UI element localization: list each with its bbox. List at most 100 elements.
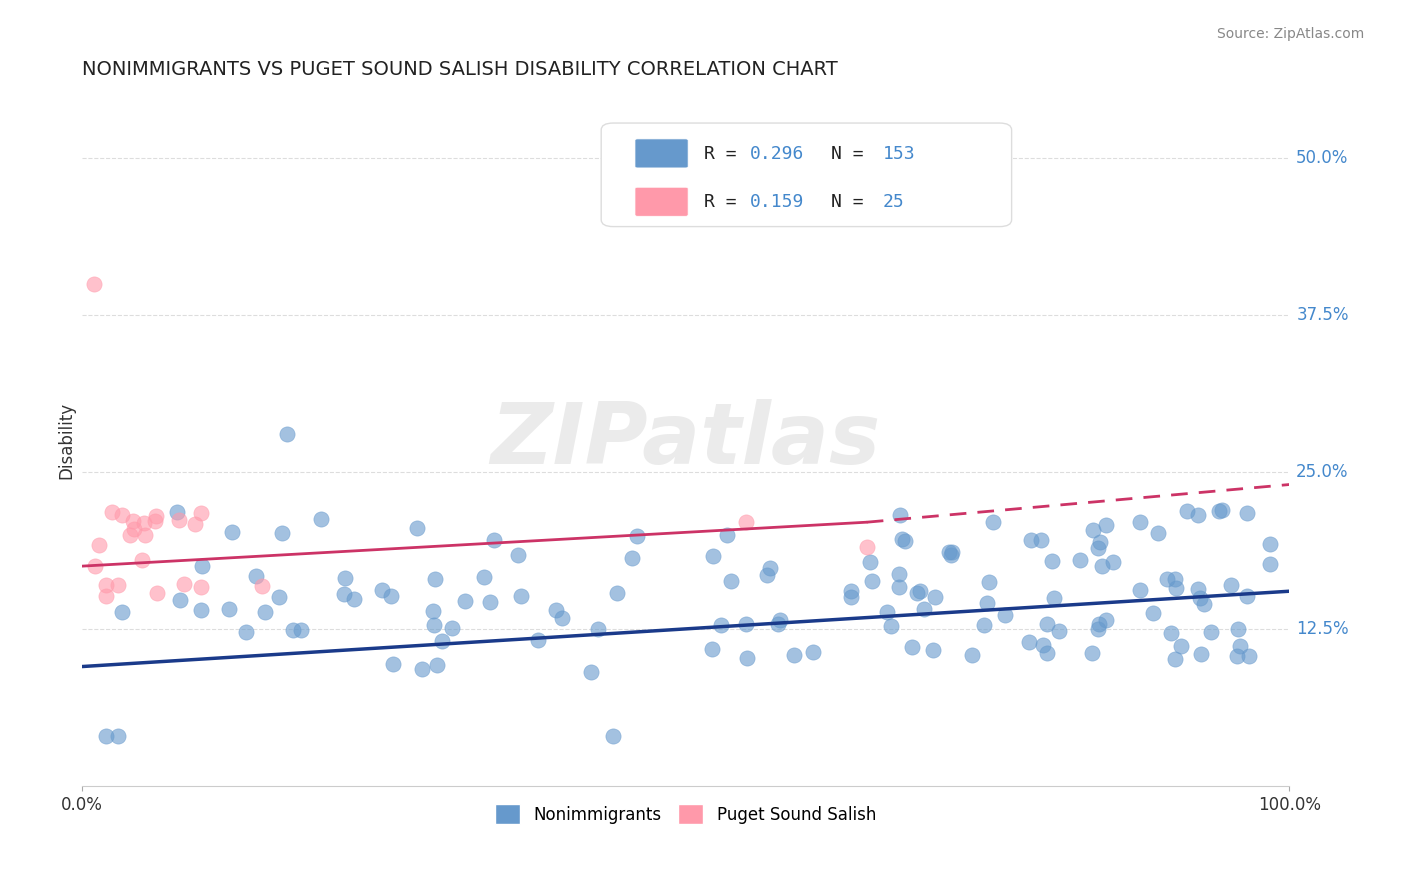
Point <box>1018 635 1040 649</box>
Point <box>1189 647 1212 661</box>
Point <box>1080 646 1102 660</box>
Point <box>425 573 447 587</box>
Point <box>720 574 742 589</box>
Point <box>606 586 628 600</box>
Point <box>1187 582 1209 596</box>
Point <box>1211 503 1233 517</box>
Point <box>527 632 550 647</box>
Point <box>190 580 212 594</box>
Point <box>941 545 963 559</box>
Point <box>782 648 804 662</box>
Point <box>735 616 758 631</box>
Text: 153: 153 <box>883 145 915 163</box>
Legend: Nonimmigrants, Puget Sound Salish: Nonimmigrants, Puget Sound Salish <box>486 796 884 832</box>
Text: 25: 25 <box>883 194 904 211</box>
Point <box>96 729 118 743</box>
Point <box>735 651 758 665</box>
Text: R =: R = <box>704 145 748 163</box>
Point <box>1032 638 1054 652</box>
Point <box>621 551 644 566</box>
Point <box>110 508 132 522</box>
Y-axis label: Disability: Disability <box>58 402 75 479</box>
Point <box>482 533 505 548</box>
Point <box>735 515 758 529</box>
Point <box>1047 624 1070 639</box>
Point <box>474 570 496 584</box>
Point <box>283 624 305 638</box>
Point <box>702 549 724 563</box>
Point <box>1095 518 1118 533</box>
Point <box>111 606 134 620</box>
Point <box>839 583 862 598</box>
Point <box>221 524 243 539</box>
Point <box>423 618 446 632</box>
Point <box>880 619 903 633</box>
Point <box>1081 523 1104 537</box>
Point <box>1170 639 1192 653</box>
Point <box>905 586 928 600</box>
Point <box>132 516 155 531</box>
Point <box>190 602 212 616</box>
Point <box>889 566 911 581</box>
Point <box>544 603 567 617</box>
Point <box>510 590 533 604</box>
Text: N =: N = <box>831 145 875 163</box>
Point <box>267 590 290 604</box>
Point <box>908 583 931 598</box>
Point <box>235 624 257 639</box>
Point <box>441 621 464 635</box>
Point <box>1164 652 1187 666</box>
Point <box>602 729 624 743</box>
Point <box>1236 589 1258 603</box>
Text: Source: ZipAtlas.com: Source: ZipAtlas.com <box>1216 27 1364 41</box>
Point <box>83 277 105 291</box>
Point <box>1156 572 1178 586</box>
Text: 25.0%: 25.0% <box>1296 463 1348 481</box>
Text: 0.159: 0.159 <box>749 194 804 211</box>
Point <box>924 591 946 605</box>
Point <box>270 526 292 541</box>
Point <box>1146 525 1168 540</box>
Point <box>855 541 877 555</box>
Point <box>134 528 156 542</box>
Point <box>1208 504 1230 518</box>
Point <box>839 590 862 604</box>
Point <box>84 559 107 574</box>
Point <box>343 591 366 606</box>
Point <box>1087 541 1109 555</box>
Point <box>411 662 433 676</box>
Point <box>939 548 962 562</box>
Point <box>756 568 779 582</box>
Point <box>859 555 882 569</box>
Point <box>167 512 190 526</box>
Point <box>1090 534 1112 549</box>
Point <box>1192 597 1215 611</box>
Point <box>1087 622 1109 636</box>
Point <box>145 514 167 528</box>
FancyBboxPatch shape <box>602 123 1011 227</box>
Point <box>169 593 191 607</box>
Point <box>1102 555 1125 569</box>
Point <box>1164 581 1187 595</box>
Point <box>1035 616 1057 631</box>
Point <box>1129 583 1152 598</box>
Point <box>87 538 110 552</box>
Point <box>1236 506 1258 520</box>
Point <box>333 587 356 601</box>
Point <box>894 533 917 548</box>
Point <box>1239 649 1261 664</box>
Point <box>976 596 998 610</box>
Point <box>1260 537 1282 551</box>
Point <box>94 589 117 603</box>
Point <box>107 729 129 743</box>
Point <box>333 571 356 585</box>
Point <box>190 506 212 520</box>
Point <box>96 578 118 592</box>
FancyBboxPatch shape <box>636 139 688 168</box>
Point <box>1029 533 1052 547</box>
Point <box>1094 613 1116 627</box>
Point <box>309 512 332 526</box>
Point <box>1260 558 1282 572</box>
Point <box>981 515 1004 529</box>
Point <box>921 643 943 657</box>
